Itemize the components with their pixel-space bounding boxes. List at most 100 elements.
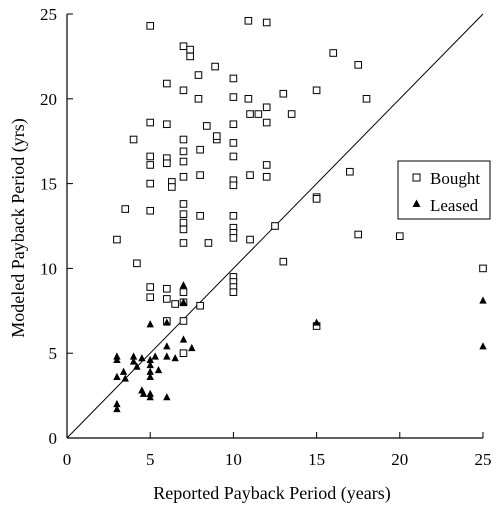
bought-point — [196, 301, 204, 310]
bought-point — [312, 86, 321, 95]
bought-point — [179, 135, 188, 144]
bought-point — [163, 295, 171, 303]
filled-triangle-icon — [412, 199, 421, 207]
legend: Bought Leased — [397, 160, 491, 220]
leased-point — [138, 354, 146, 362]
bought-point — [179, 218, 188, 227]
bought-point — [168, 183, 176, 191]
bought-point — [329, 49, 338, 57]
leased-point — [163, 393, 171, 401]
bought-point — [271, 222, 279, 230]
bought-point — [244, 16, 253, 25]
bought-point — [129, 135, 138, 144]
bought-point — [146, 179, 154, 188]
bought-point — [179, 210, 188, 218]
leased-point — [113, 404, 121, 413]
bought-point — [354, 61, 362, 69]
bought-point — [179, 317, 188, 325]
bought-point — [229, 139, 238, 147]
bought-point — [179, 173, 188, 181]
bought-point — [262, 161, 271, 169]
y-tick-label: 5 — [49, 344, 58, 363]
bought-point — [146, 293, 154, 302]
x-tick-label: 15 — [308, 450, 325, 469]
y-tick-label: 0 — [49, 429, 58, 448]
bought-point — [146, 161, 154, 169]
leased-point — [151, 352, 159, 360]
leased-point — [154, 365, 163, 374]
leased-point — [146, 360, 154, 369]
bought-point — [163, 159, 171, 168]
leased-point — [171, 354, 179, 362]
leased-point — [146, 393, 154, 401]
leased-point — [129, 357, 138, 365]
bought-point — [186, 52, 194, 61]
bought-point — [312, 195, 321, 203]
bought-point — [179, 225, 188, 234]
leased-point — [113, 355, 121, 363]
bought-point — [211, 62, 219, 71]
x-tick-label: 10 — [225, 450, 242, 469]
leased-point — [146, 355, 154, 363]
leased-point — [179, 281, 188, 289]
leased-point — [163, 352, 171, 360]
bought-point — [246, 171, 254, 179]
leased-point — [179, 335, 188, 343]
bought-point — [163, 284, 171, 293]
bought-point — [244, 95, 253, 103]
bought-point — [179, 86, 188, 95]
x-axis-title: Reported Payback Period (years) — [153, 483, 390, 504]
x-tick-label: 20 — [391, 450, 408, 469]
y-tick-label: 15 — [40, 175, 57, 194]
x-axis-ticks: 0 5 10 15 20 25 — [63, 432, 492, 469]
y-axis-ticks: 0 5 10 15 20 25 — [40, 5, 73, 448]
y-tick-label: 25 — [40, 5, 57, 24]
bought-point — [202, 122, 211, 130]
leased-point — [479, 342, 487, 350]
y-tick-label: 10 — [40, 259, 57, 278]
bought-point — [196, 212, 204, 220]
bought-point — [113, 235, 121, 244]
open-square-icon — [412, 173, 421, 182]
bought-point — [163, 120, 171, 129]
leased-point — [146, 320, 154, 328]
bought-point — [186, 45, 194, 54]
bought-point — [179, 200, 188, 208]
y-axis-title: Modeled Payback Period (yrs) — [8, 118, 29, 337]
x-tick-label: 5 — [146, 450, 155, 469]
bought-point — [346, 167, 354, 176]
bought-point — [262, 18, 271, 27]
leased-point — [163, 318, 171, 326]
bought-point — [133, 259, 141, 268]
leased-point — [188, 343, 196, 352]
bought-point — [229, 93, 238, 101]
bought-point — [246, 235, 254, 244]
y-tick-label: 20 — [40, 90, 57, 109]
leased-point — [146, 372, 154, 380]
data-points — [113, 16, 487, 413]
bought-point — [229, 152, 238, 161]
bought-point — [254, 110, 263, 118]
bought-point — [229, 212, 238, 220]
bought-point — [146, 22, 154, 30]
bought-point — [179, 157, 188, 166]
legend-box — [397, 160, 491, 220]
bought-point — [229, 288, 238, 296]
plot-area: 0 5 10 15 20 25 0 5 10 15 20 25 — [40, 5, 492, 469]
bought-point — [204, 239, 213, 247]
leased-point — [312, 318, 321, 326]
bought-point — [354, 230, 362, 239]
bought-point — [146, 118, 154, 127]
bought-point — [121, 205, 130, 213]
bought-point — [171, 300, 179, 308]
leased-point — [163, 342, 171, 350]
leased-point — [121, 374, 129, 382]
bought-point — [279, 89, 288, 98]
leased-point — [133, 362, 141, 370]
leased-point — [179, 298, 188, 306]
legend-label-bought: Bought — [430, 169, 480, 188]
bought-point — [229, 181, 238, 190]
bought-point — [229, 74, 238, 83]
leased-point — [119, 367, 128, 375]
leased-point — [113, 372, 121, 380]
